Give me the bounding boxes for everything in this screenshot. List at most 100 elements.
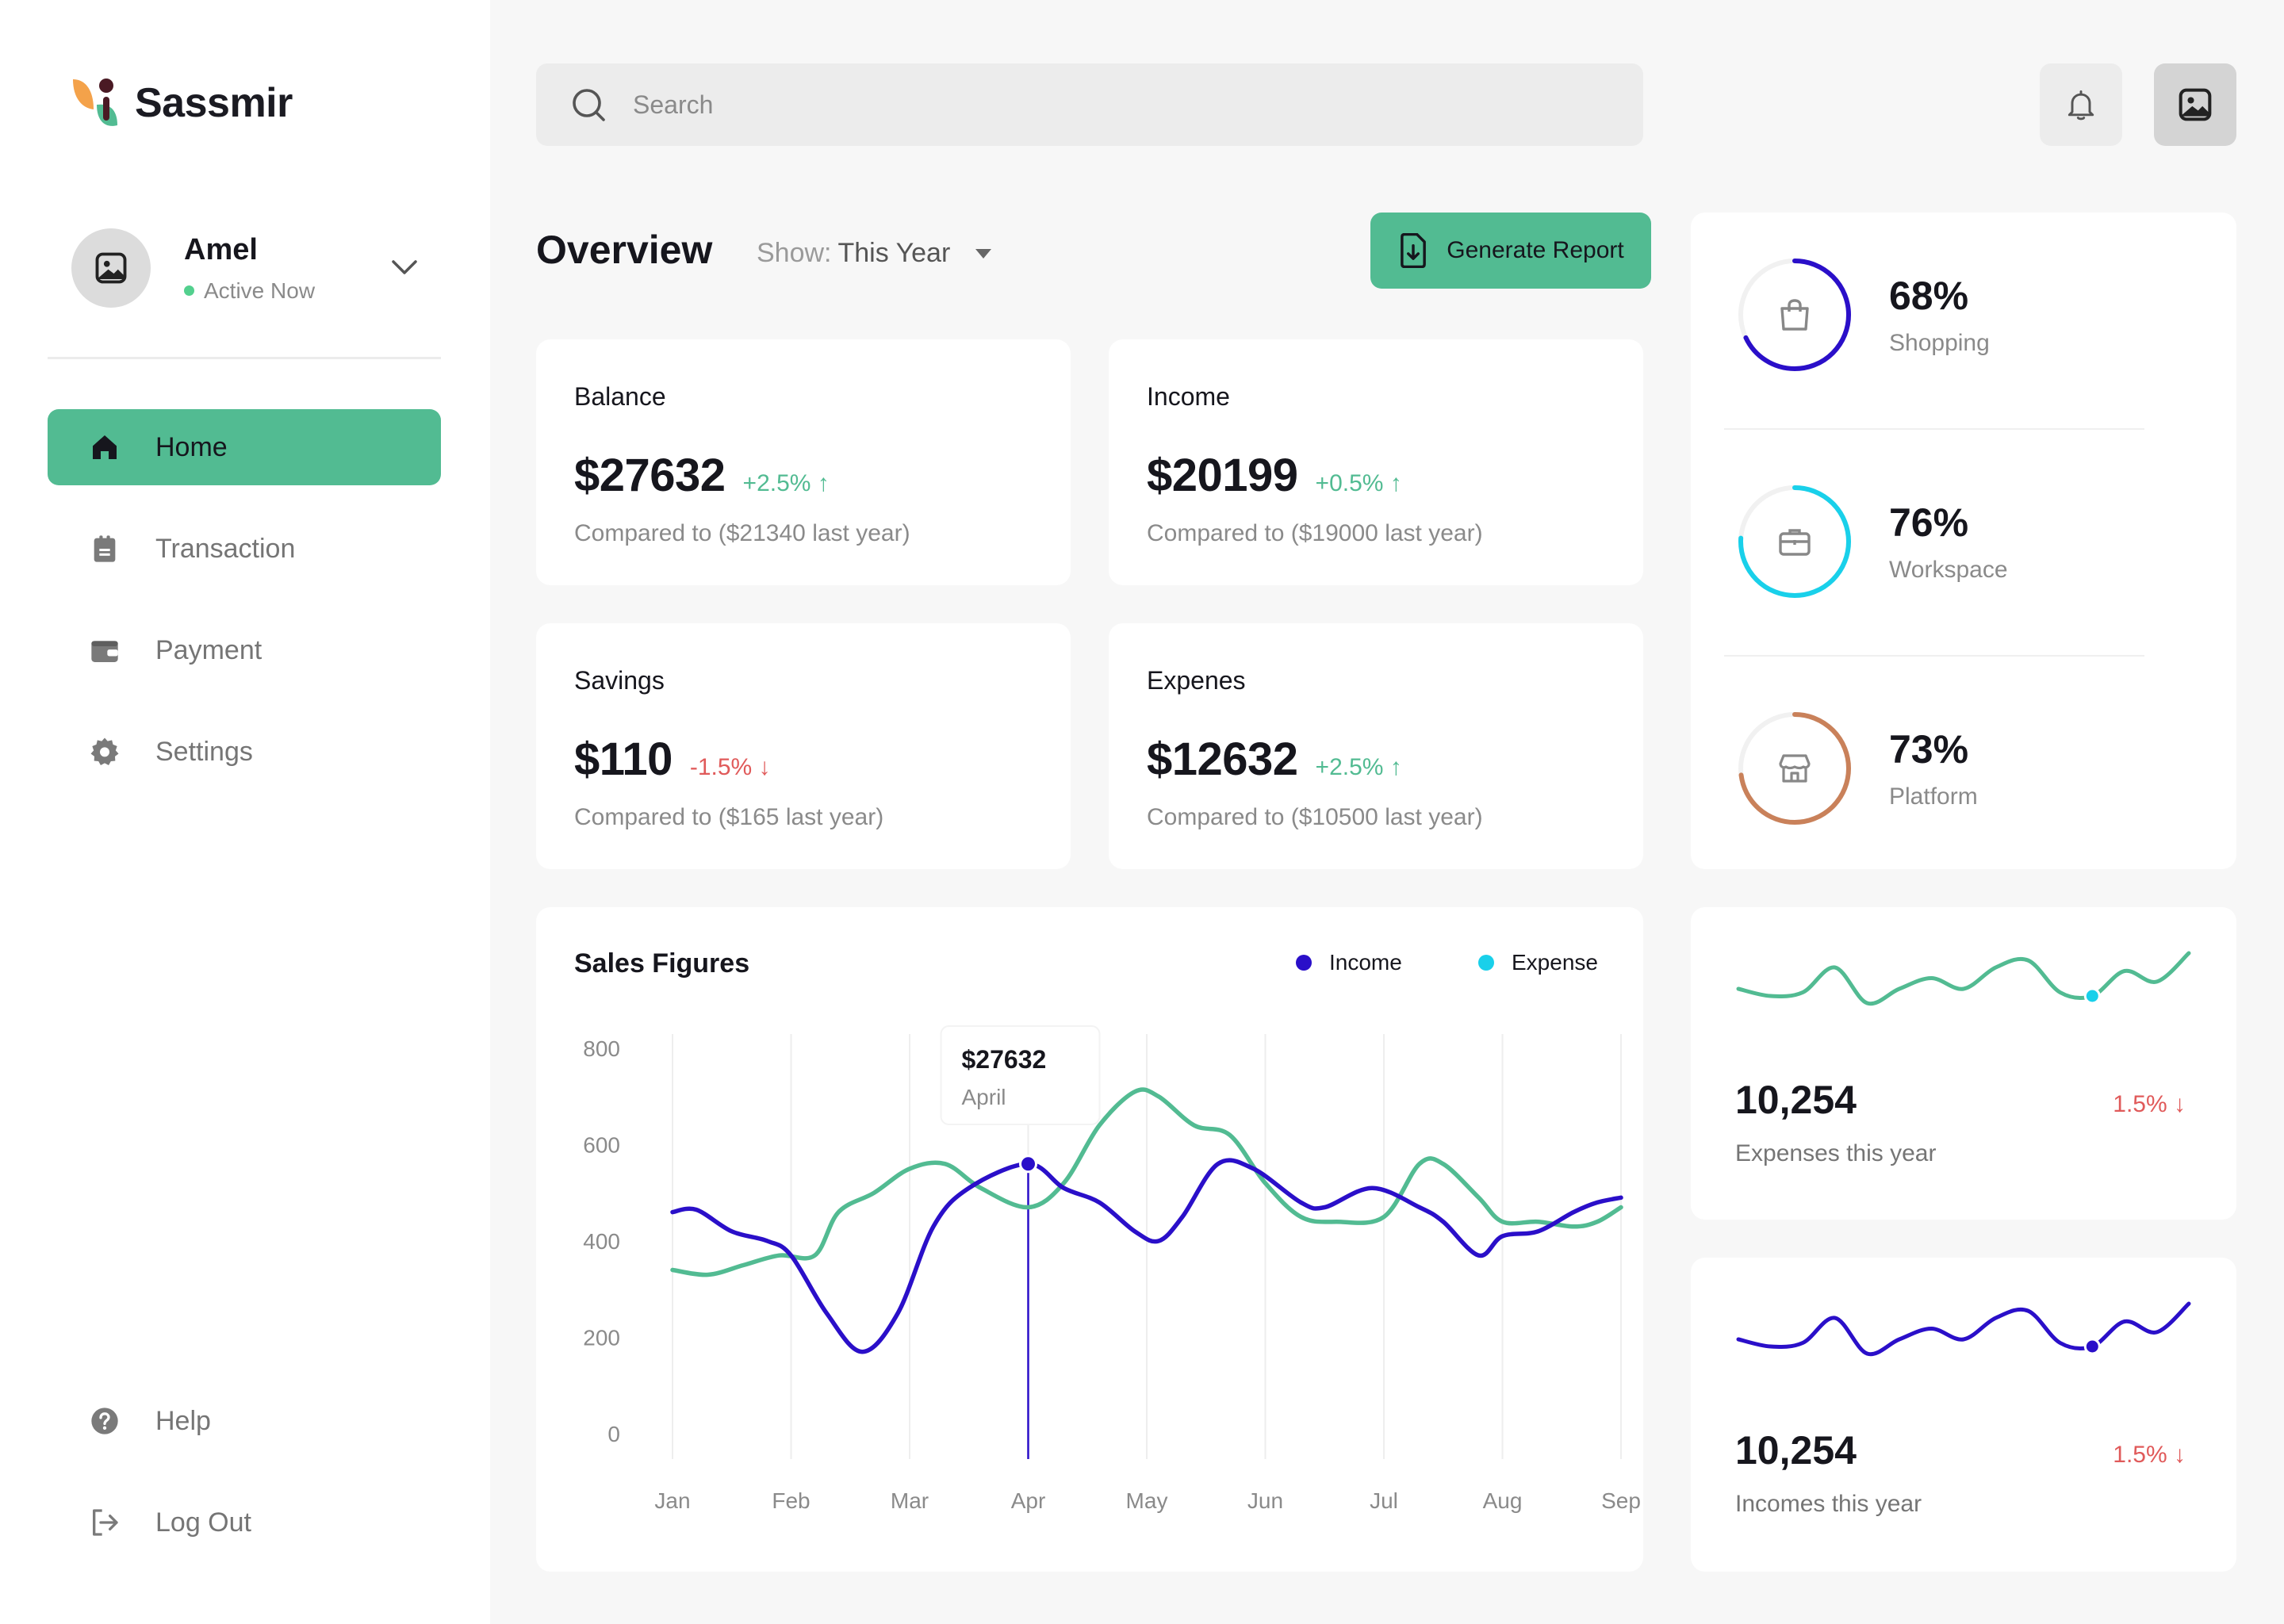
stat-change: +2.5% ↑ [742, 470, 830, 496]
sparkline-marker[interactable] [2083, 1338, 2101, 1355]
stat-value: $12632 +2.5% ↑ [1147, 733, 1402, 786]
sidebar-item-home[interactable]: Home [48, 409, 441, 485]
legend-income[interactable]: Income [1296, 950, 1402, 975]
stat-change: +2.5% ↑ [1315, 754, 1402, 780]
summary-value: 10,254 [1735, 1428, 1857, 1473]
x-tick-label: May [1126, 1488, 1168, 1513]
stat-label: Savings [574, 666, 665, 695]
sidebar-item-label: Log Out [155, 1507, 251, 1538]
legend-expense-marker [1478, 955, 1494, 971]
category-divider [1724, 428, 2144, 430]
category-workspace[interactable]: 76% Workspace [1735, 482, 2179, 601]
page-title: Overview [536, 228, 713, 272]
sales-figures-card: Sales Figures Income Expense Jan Feb Mar Ap… [536, 907, 1643, 1572]
x-tick-label: Jul [1370, 1488, 1398, 1513]
x-tick-label: Apr [1011, 1488, 1046, 1513]
notification-button[interactable] [2040, 63, 2122, 146]
home-icon [93, 435, 117, 459]
stat-card-income: Income $20199 +0.5% ↑ Compared to ($19000… [1109, 339, 1643, 585]
category-progress-card: 68% Shopping 76% Workspace 73% Pla [1691, 213, 2236, 869]
progress-ring-fill [1738, 259, 1851, 371]
sidebar-item-transaction[interactable]: Transaction [48, 511, 441, 587]
progress-ring [1738, 485, 1851, 598]
series-line-income[interactable] [670, 1158, 1623, 1354]
user-status: Active Now [184, 278, 315, 304]
stat-label: Balance [574, 382, 666, 411]
stat-label: Expenes [1147, 666, 1246, 695]
progress-ring-fill [1738, 485, 1851, 598]
sidebar-item-payment[interactable]: Payment [48, 612, 441, 688]
progress-ring-fill [1738, 712, 1851, 825]
series-line-expense[interactable] [670, 1087, 1623, 1277]
tooltip-box [940, 1025, 1101, 1125]
sidebar-item-settings[interactable]: Settings [48, 714, 441, 790]
sidebar: Sassmir Amel Active Now Home [0, 0, 490, 1624]
period-selector-label: Show: [757, 238, 832, 268]
sidebar-item-logout[interactable]: Log Out [48, 1484, 441, 1561]
x-tick-label: Mar [891, 1488, 929, 1513]
logout-icon [93, 1509, 118, 1536]
tooltip-label: April [961, 1085, 1006, 1109]
summary-change: 1.5% ↓ [2113, 1442, 2186, 1468]
search-input[interactable]: Search [633, 90, 714, 119]
search-bar[interactable]: Search [536, 63, 1643, 146]
stat-change: -1.5% ↓ [689, 754, 771, 780]
expenses-sparkline [1736, 951, 2191, 1006]
expenses-summary-card: 10,254 1.5% ↓ Expenses this year [1691, 907, 2236, 1220]
category-shopping[interactable]: 68% Shopping [1735, 255, 2179, 374]
tooltip-point[interactable] [1019, 1155, 1037, 1174]
x-tick-label: Aug [1483, 1488, 1523, 1513]
stat-compare: Compared to ($10500 last year) [1147, 804, 1483, 830]
chevron-down-icon[interactable] [389, 255, 420, 279]
user-profile[interactable]: Amel Active Now [71, 228, 420, 308]
y-tick-label: 200 [583, 1326, 620, 1350]
generate-report-button[interactable]: Generate Report [1370, 213, 1651, 289]
stat-amount: $27632 [574, 450, 726, 501]
sidebar-divider [48, 357, 441, 359]
sidebar-item-help[interactable]: Help [48, 1383, 441, 1459]
legend-expense[interactable]: Expense [1478, 950, 1598, 975]
briefcase-icon [1779, 529, 1811, 556]
category-divider [1724, 655, 2144, 657]
stat-amount: $12632 [1147, 733, 1298, 785]
avatar[interactable] [71, 228, 151, 308]
wallet-icon [91, 641, 118, 662]
stat-card-balance: Balance $27632 +2.5% ↑ Compared to ($2134… [536, 339, 1071, 585]
y-tick-label: 800 [583, 1036, 620, 1061]
progress-ring [1738, 259, 1851, 371]
y-tick-label: 600 [583, 1133, 620, 1158]
tooltip-value: $27632 [961, 1045, 1047, 1074]
profile-image-button[interactable] [2154, 63, 2236, 146]
help-icon [91, 1408, 118, 1434]
stat-card-expenses: Expenes $12632 +2.5% ↑ Compared to ($1050… [1109, 623, 1643, 869]
stat-compare: Compared to ($165 last year) [574, 804, 884, 830]
category-label: Workspace [1889, 557, 2008, 583]
category-platform[interactable]: 73% Platform [1735, 709, 2179, 828]
stat-amount: $20199 [1147, 450, 1298, 501]
progress-ring [1738, 712, 1851, 825]
category-percent: 73% [1889, 727, 1969, 772]
category-label: Platform [1889, 783, 1978, 810]
stat-compare: Compared to ($19000 last year) [1147, 520, 1483, 546]
sidebar-item-label: Transaction [155, 533, 296, 564]
image-placeholder-icon [95, 252, 127, 284]
sidebar-item-label: Home [155, 431, 228, 462]
image-placeholder-icon [2179, 88, 2212, 121]
category-percent: 76% [1889, 500, 1969, 545]
sales-chart[interactable]: Jan Feb Mar Apr May Jun Jul Aug Sep 800 600 400 200 0 [536, 907, 1643, 1572]
legend-income-marker [1296, 955, 1312, 971]
category-percent: 68% [1889, 274, 1969, 318]
summary-label: Incomes this year [1735, 1491, 1922, 1517]
summary-change: 1.5% ↓ [2113, 1091, 2186, 1117]
x-tick-label: Feb [772, 1488, 810, 1513]
incomes-sparkline [1736, 1301, 2191, 1357]
legend-expense-label: Expense [1512, 950, 1598, 975]
stat-value: $27632 +2.5% ↑ [574, 449, 830, 502]
sparkline-marker[interactable] [2083, 987, 2101, 1005]
logo[interactable]: Sassmir [70, 73, 293, 133]
sidebar-item-label: Settings [155, 736, 253, 767]
stat-value: $110 -1.5% ↓ [574, 733, 771, 786]
period-selector[interactable]: Show: This Year [757, 238, 993, 269]
stat-label: Income [1147, 382, 1230, 411]
user-status-text: Active Now [204, 278, 316, 303]
